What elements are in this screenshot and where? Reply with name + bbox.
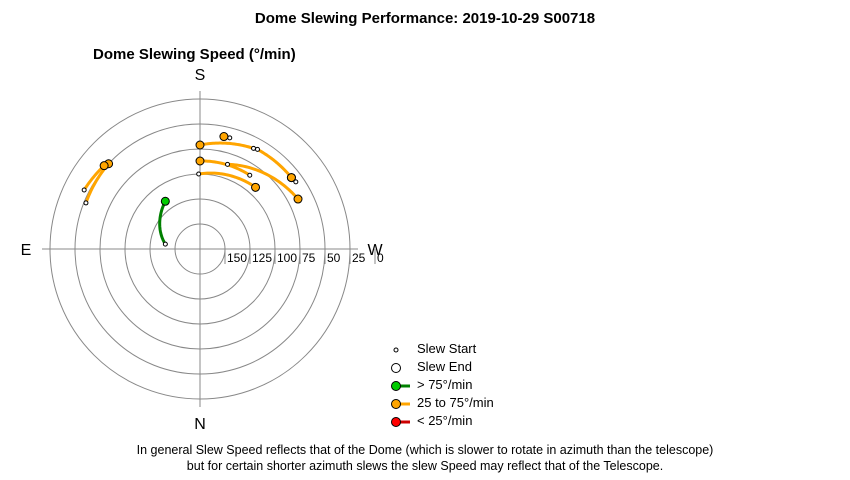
slew-start-point-1 <box>225 161 231 167</box>
slew-end-point-5 <box>251 182 261 192</box>
caption-line-1: In general Slew Speed reflects that of t… <box>136 443 714 457</box>
slew-points <box>81 132 303 247</box>
direction-label-west: W <box>367 242 383 259</box>
slew-start-point-9 <box>255 146 260 152</box>
slew-start-point-7 <box>251 145 257 151</box>
main-title: Dome Slewing Performance: 2019-10-29 S00… <box>254 10 596 27</box>
slew-start-point-6 <box>247 172 253 178</box>
legend-medium-label: 25 to 75°/min <box>417 395 494 410</box>
direction-label-east: E <box>21 242 32 259</box>
slew-end-point-7 <box>195 140 205 150</box>
slew-start-point-2 <box>162 241 168 247</box>
slew-end-point-10 <box>286 173 296 183</box>
slew-arcs <box>82 135 300 246</box>
tick-label-75: 75 <box>302 251 316 265</box>
slew-start-point-4 <box>81 187 87 193</box>
medium-line-marker-icon <box>391 399 410 409</box>
slew-end-point-1 <box>293 194 303 204</box>
direction-label-south: S <box>195 67 206 84</box>
tick-label-0: 0 <box>377 251 384 265</box>
slew-end-point-8 <box>219 132 229 142</box>
legend-slew-end-label: Slew End <box>417 359 472 374</box>
slew-end-point-2 <box>160 196 170 206</box>
legend-slew-start-label: Slew Start <box>417 341 477 356</box>
slow-line-marker-icon <box>391 417 410 427</box>
slew-start-marker-icon <box>393 347 399 353</box>
tick-label-100: 100 <box>277 251 297 265</box>
slew-start-point-10 <box>293 179 299 185</box>
legend-slow-label: < 25°/min <box>417 413 473 428</box>
slew-arc-2 <box>158 199 167 246</box>
tick-label-25: 25 <box>352 251 366 265</box>
slew-end-point-4 <box>99 161 109 171</box>
legend-fast-label: > 75°/min <box>417 377 473 392</box>
slew-end-marker-icon <box>391 363 401 373</box>
fast-line-marker-icon <box>391 381 410 391</box>
polar-axes <box>42 91 376 407</box>
slew-arc-5 <box>197 171 258 189</box>
slew-end-point-6 <box>195 156 205 166</box>
slew-start-point-5 <box>196 171 202 177</box>
slew-arc-1 <box>226 162 300 201</box>
slew-start-point-3 <box>83 200 89 206</box>
chart-title: Dome Slewing Speed (°/min) <box>93 46 296 63</box>
caption-line-2: but for certain shorter azimuth slews th… <box>186 459 664 473</box>
radial-tick-labels: 150 125 100 75 50 25 0 <box>227 251 384 265</box>
slew-arc-7 <box>198 141 256 150</box>
slew-arc-9 <box>256 147 293 180</box>
slew-arc-4 <box>82 164 106 192</box>
tick-label-50: 50 <box>327 251 341 265</box>
direction-label-north: N <box>194 416 206 433</box>
tick-label-150: 150 <box>227 251 247 265</box>
tick-label-125: 125 <box>252 251 272 265</box>
